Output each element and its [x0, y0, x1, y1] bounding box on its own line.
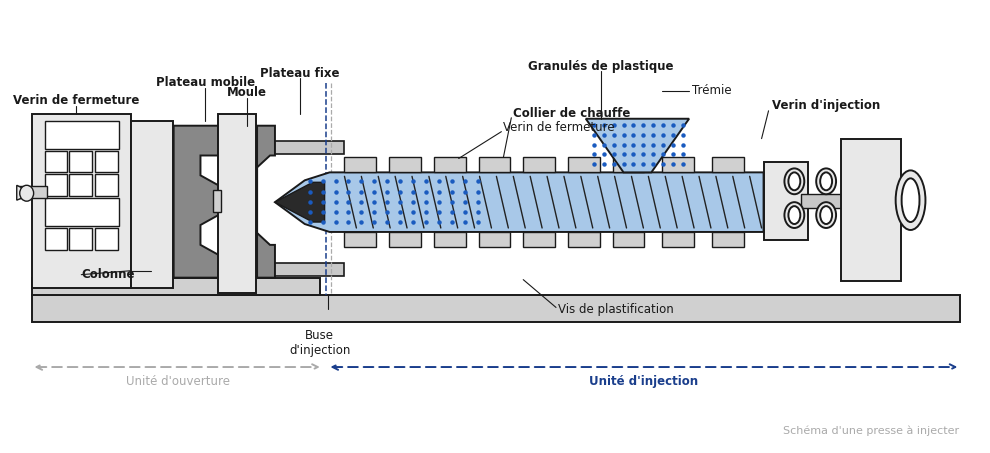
Bar — [32, 114, 131, 288]
Text: Plateau fixe: Plateau fixe — [260, 67, 340, 80]
Bar — [568, 158, 600, 173]
Bar — [434, 158, 465, 173]
Bar — [106, 263, 345, 276]
Text: Verin de fermeture: Verin de fermeture — [13, 94, 140, 107]
Bar — [613, 232, 644, 247]
Text: Buse
d'injection: Buse d'injection — [289, 329, 350, 357]
Ellipse shape — [788, 173, 800, 190]
Bar — [106, 140, 345, 154]
Bar — [45, 228, 67, 250]
Polygon shape — [257, 125, 275, 278]
Bar — [842, 139, 901, 280]
Ellipse shape — [784, 202, 804, 228]
Ellipse shape — [902, 178, 920, 222]
Text: Verin d'injection: Verin d'injection — [771, 99, 880, 112]
Text: Colonne: Colonne — [81, 268, 135, 281]
Bar — [712, 158, 743, 173]
Ellipse shape — [816, 169, 837, 194]
Bar — [69, 150, 92, 173]
Bar — [32, 294, 960, 323]
Polygon shape — [586, 119, 689, 173]
Text: Verin de fermeture: Verin de fermeture — [503, 121, 615, 134]
Bar — [345, 232, 376, 247]
Bar — [45, 121, 119, 149]
Bar — [568, 232, 600, 247]
Bar — [45, 174, 67, 196]
Bar — [434, 232, 465, 247]
Text: Plateau mobile: Plateau mobile — [155, 77, 255, 90]
Text: Trémie: Trémie — [692, 84, 732, 97]
Bar — [524, 232, 555, 247]
Bar — [219, 114, 256, 293]
Bar — [478, 232, 510, 247]
Bar — [95, 228, 118, 250]
Bar — [95, 150, 118, 173]
Bar — [662, 232, 694, 247]
Bar — [69, 174, 92, 196]
Bar — [478, 158, 510, 173]
Bar — [95, 174, 118, 196]
Bar — [69, 228, 92, 250]
Text: Schéma d'une presse à injecter: Schéma d'une presse à injecter — [783, 425, 959, 436]
Text: Moule: Moule — [227, 87, 267, 99]
Ellipse shape — [788, 206, 800, 224]
Bar — [801, 194, 846, 208]
Ellipse shape — [820, 173, 832, 190]
Bar — [389, 232, 421, 247]
Bar — [45, 198, 119, 226]
Ellipse shape — [20, 185, 34, 201]
Bar — [214, 190, 222, 212]
Text: Vis de plastification: Vis de plastification — [558, 303, 674, 316]
Bar — [712, 232, 743, 247]
Bar — [131, 121, 172, 288]
Bar — [389, 158, 421, 173]
Polygon shape — [17, 185, 29, 200]
Text: Unité d'injection: Unité d'injection — [589, 376, 698, 388]
Ellipse shape — [896, 170, 926, 230]
Bar — [45, 150, 67, 173]
Text: Granulés de plastique: Granulés de plastique — [528, 60, 673, 72]
Bar — [17, 186, 47, 198]
Bar — [662, 158, 694, 173]
Ellipse shape — [820, 206, 832, 224]
Ellipse shape — [784, 169, 804, 194]
Bar — [524, 158, 555, 173]
Bar — [763, 163, 808, 240]
Polygon shape — [275, 173, 763, 232]
Ellipse shape — [816, 202, 837, 228]
Text: Collier de chauffe: Collier de chauffe — [513, 107, 631, 120]
Text: Unité d'ouverture: Unité d'ouverture — [126, 376, 230, 388]
Bar — [345, 158, 376, 173]
Bar — [613, 158, 644, 173]
Polygon shape — [275, 182, 325, 222]
Polygon shape — [173, 125, 219, 278]
Bar — [32, 278, 320, 294]
